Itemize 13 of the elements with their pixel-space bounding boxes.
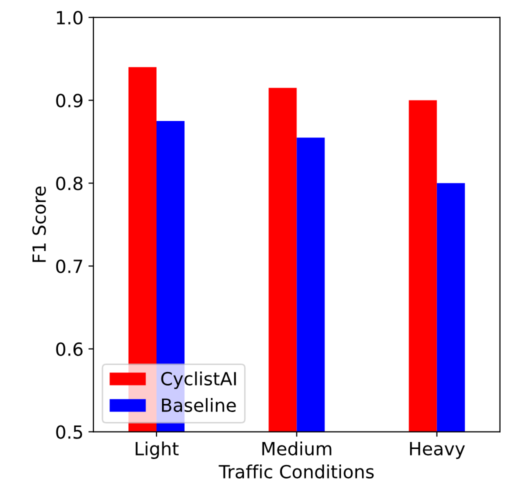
legend-label: Baseline bbox=[162, 398, 236, 412]
y-tick-label: 0.9 bbox=[56, 94, 82, 108]
y-tick-label: 0.7 bbox=[56, 259, 82, 274]
y-tick-label: 1.0 bbox=[56, 10, 83, 25]
x-tick-label: Medium bbox=[262, 441, 332, 456]
y-tick-label: 0.6 bbox=[56, 342, 83, 356]
y-axis-title: F1 Score bbox=[32, 186, 46, 262]
x-axis-title: Traffic Conditions bbox=[218, 464, 374, 478]
y-tick-label: 0.5 bbox=[56, 425, 82, 439]
legend-label: CyclistAI bbox=[161, 372, 236, 390]
x-tick-label: Heavy bbox=[410, 442, 465, 459]
y-tick-label: 0.8 bbox=[56, 176, 82, 190]
x-tick-label: Light bbox=[136, 441, 179, 459]
